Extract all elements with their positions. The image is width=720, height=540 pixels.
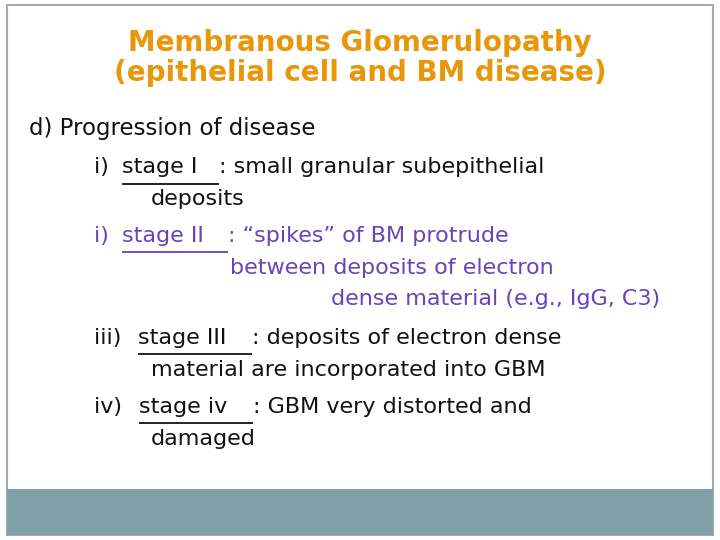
Text: d) Progression of disease: d) Progression of disease: [29, 117, 315, 140]
Text: i): i): [94, 157, 116, 177]
Text: : small granular subepithelial: : small granular subepithelial: [220, 157, 544, 177]
Text: : GBM very distorted and: : GBM very distorted and: [253, 397, 531, 417]
Text: i): i): [94, 226, 116, 246]
Text: : “spikes” of BM protrude: : “spikes” of BM protrude: [228, 226, 508, 246]
Text: : deposits of electron dense: : deposits of electron dense: [252, 328, 562, 348]
Text: dense material (e.g., IgG, C3): dense material (e.g., IgG, C3): [331, 289, 660, 309]
Text: damaged: damaged: [151, 429, 256, 449]
Text: between deposits of electron: between deposits of electron: [230, 258, 554, 278]
Text: (epithelial cell and BM disease): (epithelial cell and BM disease): [114, 59, 606, 87]
Text: iii): iii): [94, 328, 128, 348]
Text: stage II: stage II: [122, 226, 204, 246]
Text: stage I: stage I: [122, 157, 197, 177]
Bar: [7, 489, 713, 535]
Text: Membranous Glomerulopathy: Membranous Glomerulopathy: [128, 29, 592, 57]
Text: deposits: deposits: [151, 189, 245, 209]
Text: stage iv: stage iv: [139, 397, 228, 417]
Text: material are incorporated into GBM: material are incorporated into GBM: [151, 360, 546, 380]
Text: stage III: stage III: [138, 328, 227, 348]
Text: iv): iv): [94, 397, 129, 417]
